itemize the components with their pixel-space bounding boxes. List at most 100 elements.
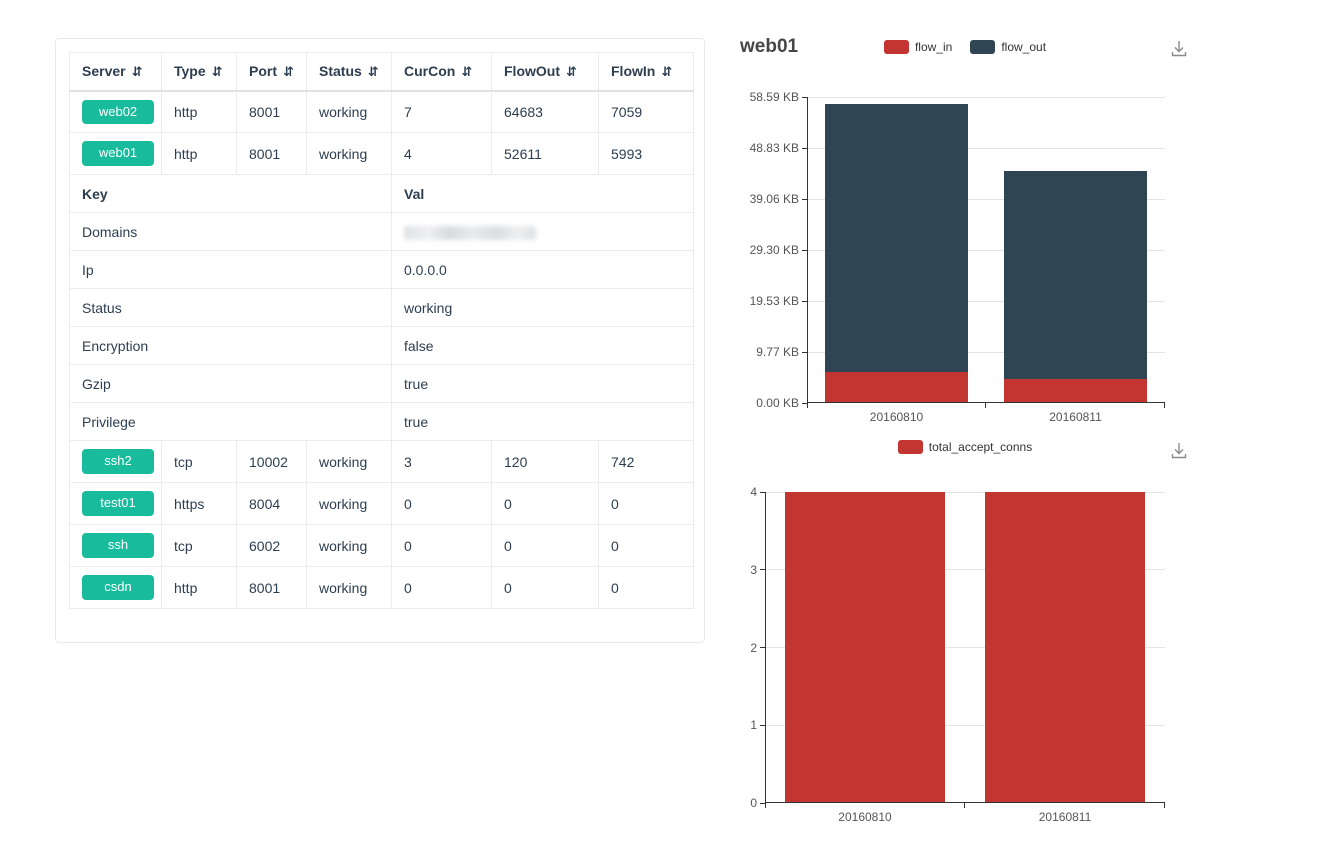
- kv-key-cell: Domains: [69, 212, 392, 251]
- gridline: [765, 647, 1165, 648]
- server-table: Server ⇵ Type ⇵ Port ⇵ Status ⇵ CurCon ⇵ FlowOut ⇵ F…: [69, 52, 694, 609]
- y-axis-tick: [760, 802, 765, 804]
- kv-row-gzip: Gzip true: [69, 364, 694, 403]
- x-axis-tick: [807, 403, 808, 408]
- x-axis-label: 20160811: [1038, 810, 1092, 824]
- cell-flowin: 7059: [598, 90, 694, 133]
- server-badge-ssh[interactable]: ssh: [82, 533, 154, 558]
- column-header-label: Port: [249, 62, 277, 79]
- gridline: [807, 198, 1165, 200]
- bar-total_accept_conns-20160810: [785, 492, 945, 803]
- y-axis-tick: [802, 198, 807, 200]
- kv-row-ip: Ip 0.0.0.0: [69, 250, 694, 289]
- x-axis-label: 20160810: [869, 410, 924, 424]
- server-name-cell: ssh: [69, 524, 162, 567]
- column-header-status[interactable]: Status ⇵: [306, 52, 392, 92]
- domains-value-redacted: [404, 225, 536, 240]
- kv-header-row: Key Val: [69, 174, 694, 213]
- column-header-server[interactable]: Server ⇵: [69, 52, 162, 92]
- cell-status: working: [306, 566, 392, 609]
- column-header-label: Server: [82, 62, 126, 79]
- cell-type: tcp: [161, 440, 237, 483]
- column-header-curcon[interactable]: CurCon ⇵: [391, 52, 492, 92]
- sort-icon: ⇵: [283, 63, 294, 79]
- cell-status: working: [306, 132, 392, 175]
- column-header-label: FlowIn: [611, 62, 656, 79]
- cell-port: 6002: [236, 524, 307, 567]
- bar-flow_in-20160811: [1004, 379, 1147, 403]
- gridline: [807, 249, 1165, 251]
- cell-flowin: 742: [598, 440, 694, 483]
- column-header-flowout[interactable]: FlowOut ⇵: [491, 52, 599, 92]
- kv-val-cell: working: [391, 288, 694, 327]
- cell-status: working: [306, 482, 392, 525]
- legend-swatch-icon: [883, 40, 909, 54]
- kv-val-cell: 0.0.0.0: [391, 250, 694, 289]
- y-axis-tick: [802, 147, 807, 149]
- kv-val-header: Val: [391, 174, 694, 213]
- cell-flowin: 5993: [598, 132, 694, 175]
- bar-flow_in-20160810: [825, 372, 968, 403]
- x-axis-line: [807, 402, 1165, 403]
- cell-flowout: 0: [491, 566, 599, 609]
- gridline: [807, 351, 1165, 353]
- y-axis-tick: [760, 491, 765, 493]
- server-row-csdn: csdn http 8001 working 0 0 0: [69, 566, 694, 609]
- chart1-save-image-button[interactable]: [1168, 38, 1190, 60]
- column-header-type[interactable]: Type ⇵: [161, 52, 237, 92]
- gridline: [765, 491, 1165, 493]
- cell-flowout: 120: [491, 440, 599, 483]
- column-header-label: Status: [319, 62, 362, 79]
- server-badge-test01[interactable]: test01: [82, 491, 154, 516]
- server-badge-csdn[interactable]: csdn: [82, 575, 154, 600]
- y-axis-label: 0.00 KB: [756, 396, 799, 410]
- x-axis-line: [765, 802, 1165, 803]
- y-axis-label: 48.83 KB: [749, 141, 799, 155]
- cell-flowin: 0: [598, 482, 694, 525]
- cell-flowout: 64683: [491, 90, 599, 133]
- kv-key-header: Key: [69, 174, 392, 213]
- download-icon: [1171, 41, 1187, 57]
- bar-flow_out-20160811: [1004, 171, 1147, 379]
- x-axis-tick: [1164, 803, 1165, 808]
- y-axis-line: [765, 492, 766, 803]
- gridline: [765, 724, 1165, 726]
- kv-val-cell: true: [391, 402, 694, 441]
- y-axis-tick: [760, 569, 765, 571]
- cell-status: working: [306, 90, 392, 133]
- x-axis-tick: [765, 803, 766, 808]
- x-axis-tick: [1164, 403, 1165, 408]
- column-header-port[interactable]: Port ⇵: [236, 52, 307, 92]
- y-axis-label: 3: [750, 562, 757, 577]
- sort-icon: ⇵: [131, 63, 143, 79]
- y-axis-tick: [802, 351, 807, 353]
- server-badge-web02[interactable]: web02: [82, 99, 154, 124]
- y-axis-label: 1: [750, 718, 757, 733]
- chart2-legend: total_accept_conns: [740, 440, 1190, 454]
- cell-port: 8004: [236, 482, 307, 525]
- legend-label: flow_out: [1001, 40, 1047, 54]
- cell-curcon: 0: [391, 482, 492, 525]
- chart1-legend: flow_in flow_out: [740, 40, 1190, 54]
- sort-icon: ⇵: [661, 63, 673, 79]
- y-axis-label: 2: [750, 640, 757, 655]
- y-axis-label: 39.06 KB: [749, 192, 799, 206]
- legend-item-flow_out[interactable]: flow_out: [970, 40, 1046, 54]
- legend-item-flow_in[interactable]: flow_in: [883, 40, 952, 54]
- y-axis-tick: [802, 96, 807, 98]
- y-axis-label: 19.53 KB: [749, 294, 799, 308]
- sort-icon: ⇵: [566, 63, 577, 79]
- x-axis-label: 20160811: [1049, 410, 1102, 424]
- chart2-save-image-button[interactable]: [1168, 440, 1190, 462]
- column-header-flowin[interactable]: FlowIn ⇵: [598, 52, 694, 92]
- legend-label: total_accept_conns: [928, 440, 1033, 454]
- server-badge-web01[interactable]: web01: [82, 141, 154, 166]
- x-axis-label: 20160810: [838, 810, 892, 824]
- kv-key-cell: Status: [69, 288, 392, 327]
- cell-curcon: 7: [391, 90, 492, 133]
- server-badge-ssh2[interactable]: ssh2: [82, 449, 154, 474]
- y-axis-label: 29.30 KB: [749, 243, 799, 257]
- server-table-card: Server ⇵ Type ⇵ Port ⇵ Status ⇵ CurCon ⇵ FlowOut ⇵ F…: [55, 38, 705, 643]
- chart1-flow: 0.00 KB 9.77 KB 19.53 KB 29.30 KB 39.06 KB 48…: [720, 85, 1190, 437]
- legend-item-total_accept_conns[interactable]: total_accept_conns: [897, 440, 1033, 454]
